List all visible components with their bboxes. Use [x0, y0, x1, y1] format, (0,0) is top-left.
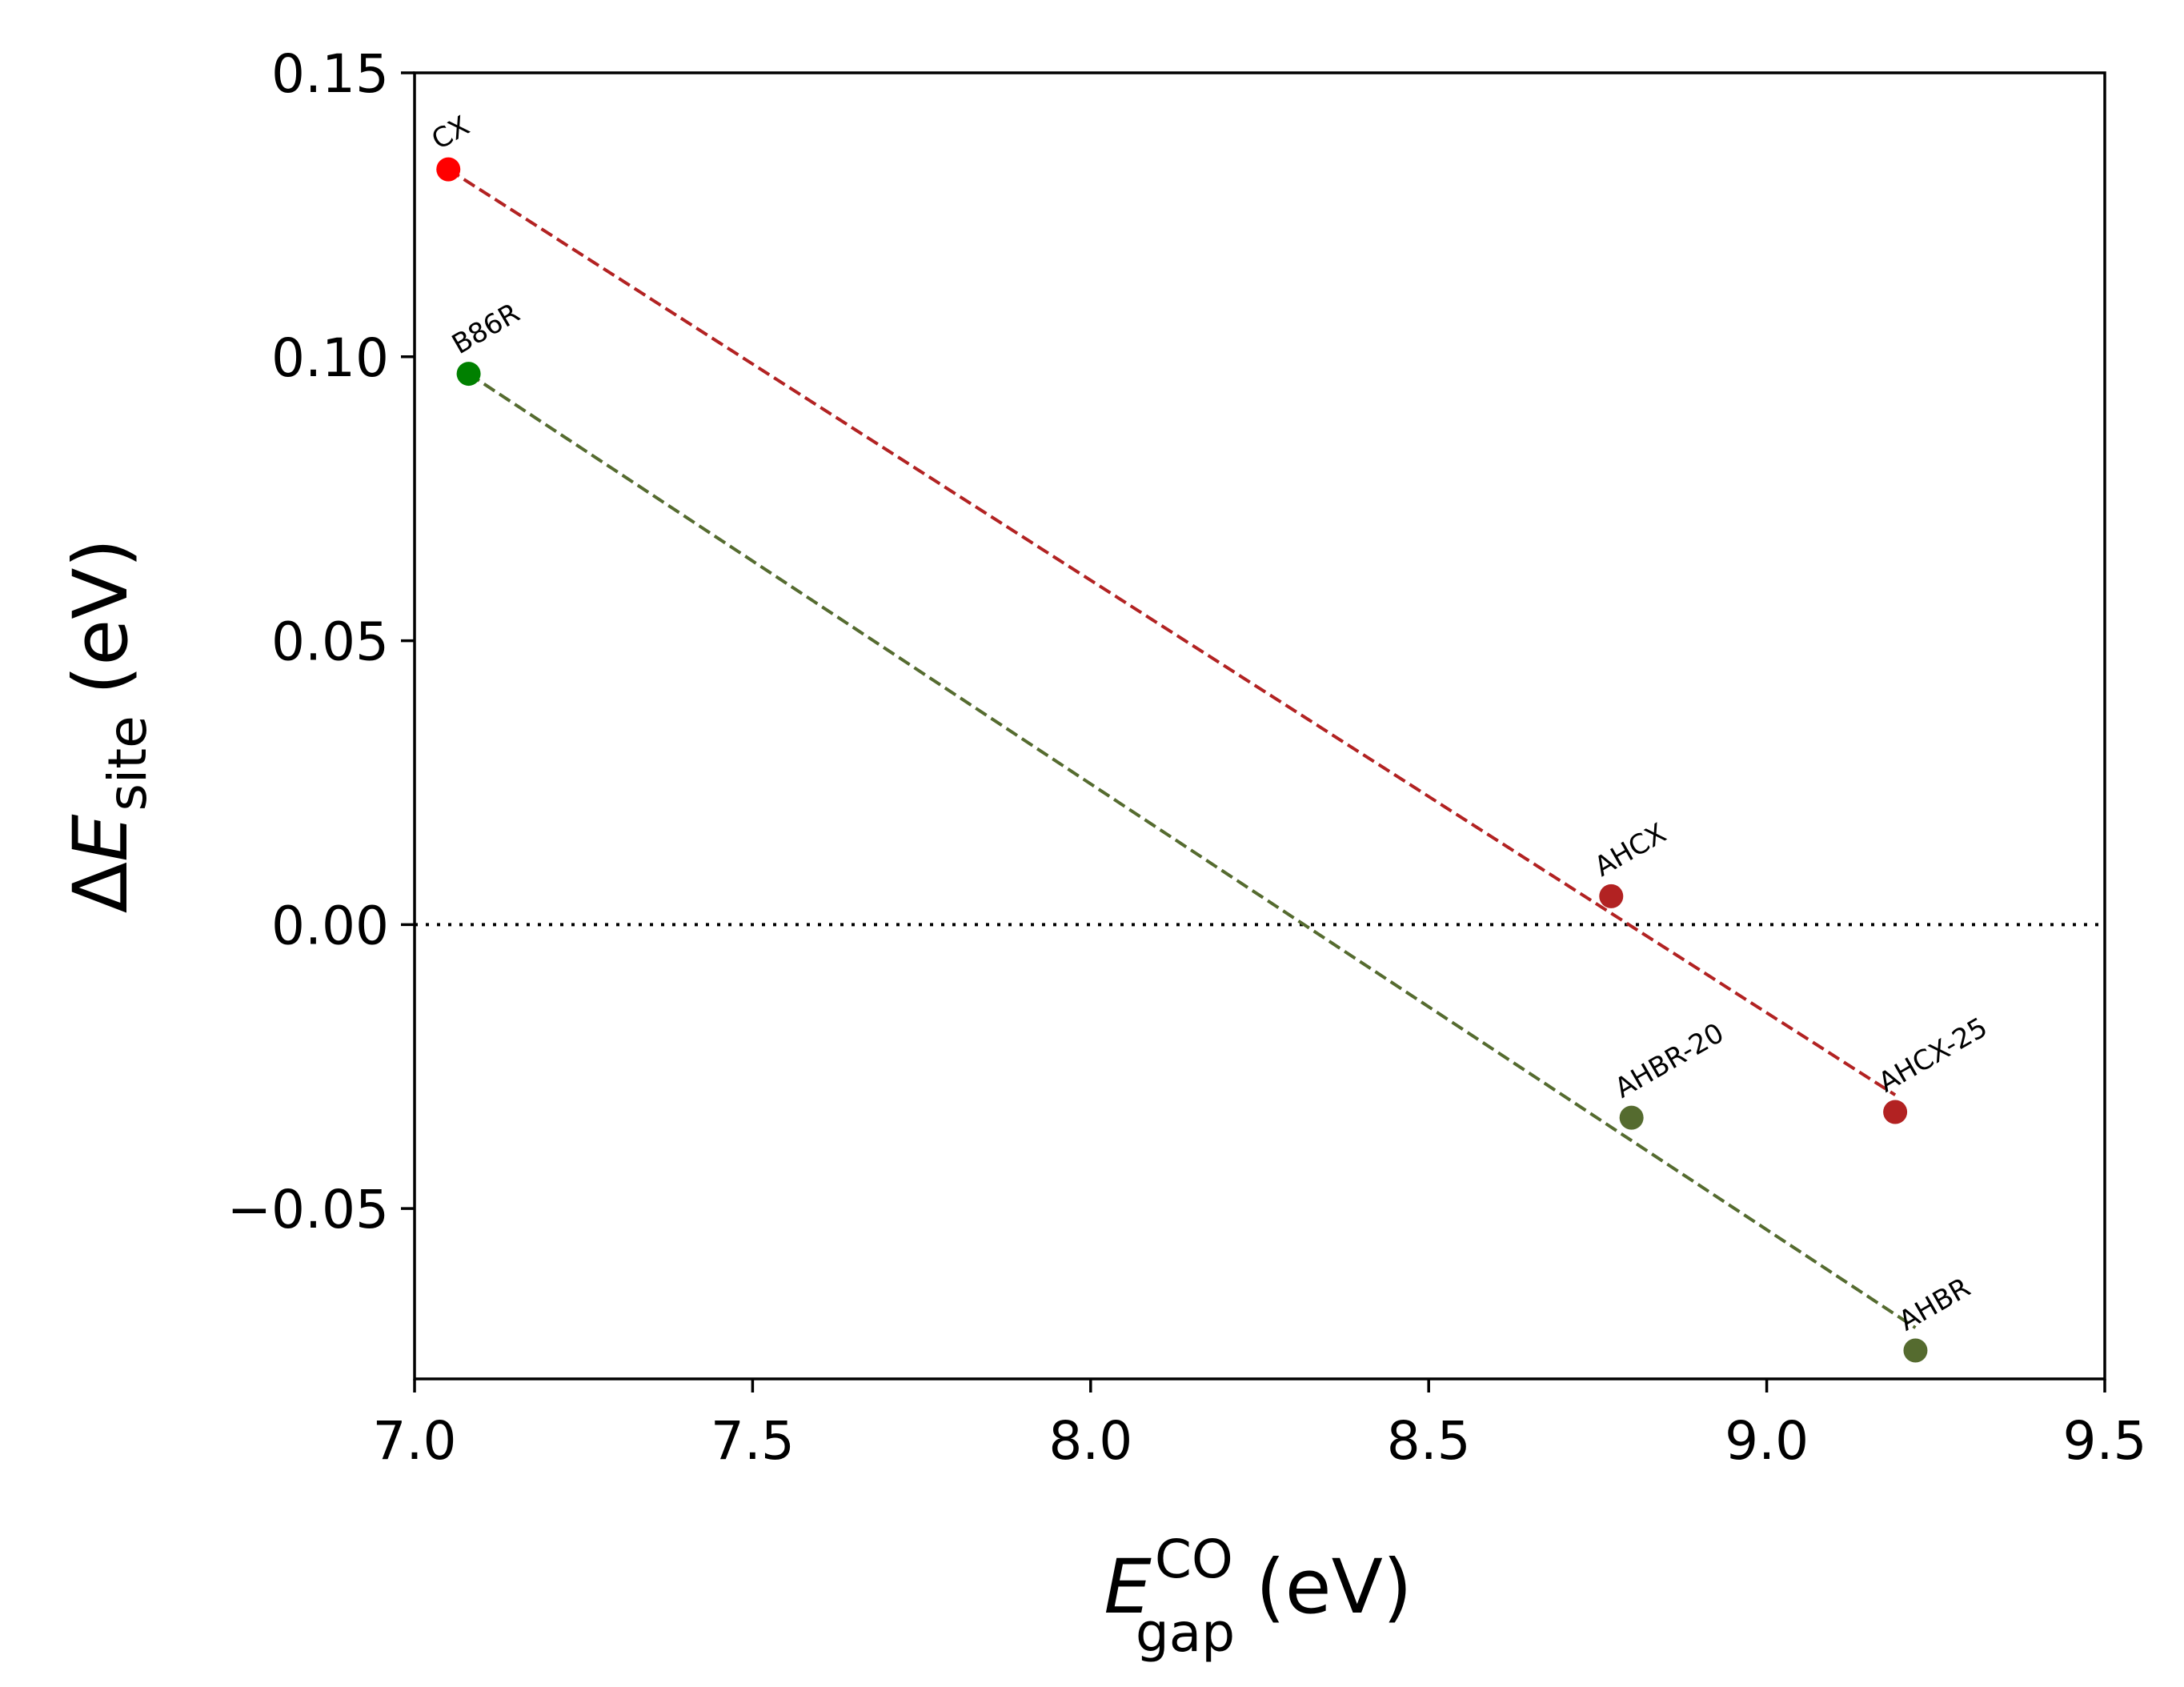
- plot-frame: [413, 71, 2106, 1380]
- y-axis-title-prefix: Δ: [58, 862, 145, 913]
- data-point: [456, 362, 481, 387]
- x-axis-title-sup: CO: [1155, 1529, 1233, 1590]
- x-tick-label: 7.0: [373, 1410, 457, 1472]
- data-point: [1619, 1105, 1644, 1130]
- x-tick-label: 9.5: [2063, 1410, 2147, 1472]
- y-tick-label: 0.00: [271, 895, 389, 956]
- x-tick-label: 8.0: [1048, 1410, 1132, 1472]
- y-axis-title-sub: site: [97, 715, 158, 811]
- y-axis-title-unit: (eV): [58, 539, 145, 695]
- y-tick-label: −0.05: [227, 1179, 389, 1240]
- fit-line-2: [467, 372, 1917, 1329]
- x-tick-label: 9.0: [1725, 1410, 1809, 1472]
- x-tick-label: 8.5: [1387, 1410, 1471, 1472]
- fit-line-1: [447, 167, 1897, 1096]
- data-point: [1883, 1100, 1908, 1124]
- y-tick-label: 0.05: [271, 611, 389, 673]
- data-point: [436, 157, 461, 182]
- data-point: [1599, 884, 1624, 908]
- y-tick-label: 0.10: [271, 327, 389, 389]
- y-axis-title: ΔEsite (eV): [58, 539, 158, 913]
- x-tick-label: 7.5: [711, 1410, 795, 1472]
- data-point: [1903, 1338, 1928, 1363]
- y-tick-label: 0.15: [271, 43, 389, 105]
- x-axis-title-main: E: [1104, 1544, 1152, 1631]
- tick-layer: 7.0 7.5 8.0 8.5 9.0 9.5 −0.05 0.00 0.05 0.10 0.15: [227, 43, 2147, 1472]
- x-axis-title: ECO gap (eV): [1104, 1529, 1412, 1664]
- y-axis-title-main: E: [58, 814, 145, 862]
- x-axis-title-sub: gap: [1136, 1602, 1235, 1664]
- x-axis-title-unit: (eV): [1256, 1544, 1412, 1631]
